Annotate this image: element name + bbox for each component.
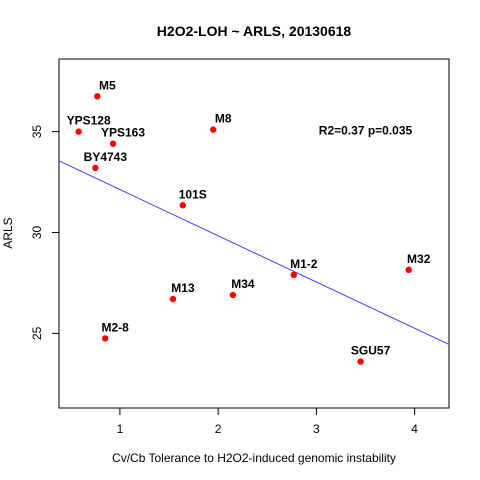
point-label-yps128: YPS128: [67, 114, 111, 128]
point-label-m13: M13: [171, 281, 195, 295]
x-axis-label: Cv/Cb Tolerance to H2O2-induced genomic …: [112, 451, 396, 465]
point-label-m34: M34: [231, 277, 255, 291]
y-axis: 25 30 35: [30, 125, 59, 340]
data-point-yps163: [109, 140, 117, 147]
x-tick-label-4: 4: [411, 422, 418, 436]
x-axis: 1 2 3 4: [117, 408, 418, 436]
regression-line: [59, 160, 449, 345]
point-label-yps163: YPS163: [101, 126, 145, 140]
y-tick-label-25: 25: [30, 326, 44, 340]
regression-group: [59, 160, 449, 345]
point-label-m5: M5: [99, 78, 116, 92]
data-point-m2-8: [101, 335, 109, 342]
data-point-m13: [169, 295, 177, 303]
chart-title: H2O2-LOH ~ ARLS, 20130618: [157, 23, 352, 39]
point-label-by4743: BY4743: [84, 150, 128, 164]
point-label-sgu57: SGU57: [351, 344, 391, 358]
point-label-m1-2: M1-2: [290, 257, 318, 271]
data-point-m32: [405, 266, 412, 274]
stats-annotation: R2=0.37 p=0.035: [319, 124, 413, 138]
data-point-m1-2: [290, 271, 297, 279]
data-point-by4743: [92, 164, 99, 172]
data-point-m5: [94, 93, 101, 100]
data-point-m8: [210, 126, 217, 133]
point-label-m32: M32: [407, 252, 431, 266]
y-axis-label: ARLS: [1, 217, 15, 248]
data-point-yps128: [75, 128, 82, 135]
points-group: [75, 93, 412, 365]
data-point-101s: [179, 202, 186, 209]
x-tick-label-1: 1: [117, 422, 124, 436]
plot-frame: [58, 58, 450, 409]
point-label-m8: M8: [215, 112, 232, 126]
point-label-101s: 101S: [179, 187, 207, 201]
data-point-m34: [229, 291, 237, 299]
y-tick-label-30: 30: [30, 225, 44, 239]
y-tick-label-35: 35: [30, 125, 44, 139]
data-point-sgu57: [357, 358, 364, 365]
x-tick-label-3: 3: [313, 422, 320, 436]
point-label-m2-8: M2-8: [101, 320, 129, 334]
x-tick-label-2: 2: [215, 422, 222, 436]
